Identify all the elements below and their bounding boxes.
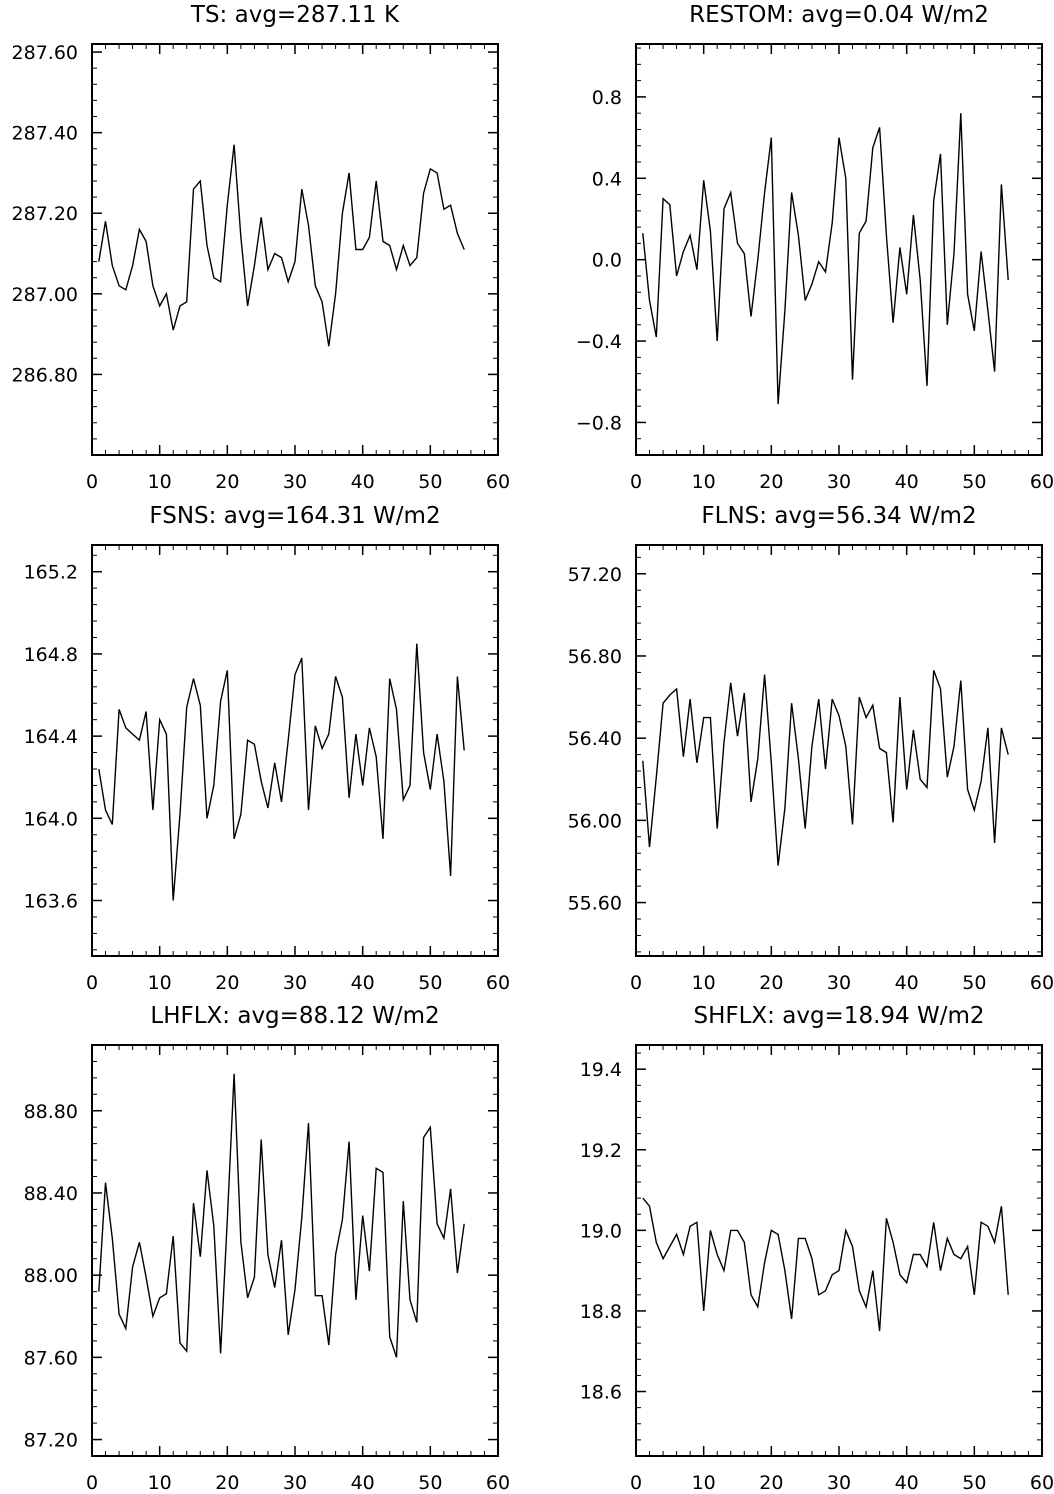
x-tick-label: 10 <box>692 972 716 994</box>
x-tick-label: 60 <box>1030 972 1054 994</box>
y-tick-label: 88.40 <box>24 1183 78 1205</box>
chart-panel-1: TS: avg=287.11 K 0 10 20 30 40 50 60 286.80 287.0… <box>12 2 511 493</box>
y-tick-label: 164.8 <box>24 644 78 666</box>
x-tick-label: 60 <box>1030 471 1054 493</box>
chart-panel-2: RESTOM: avg=0.04 W/m2 0 10 20 30 40 50 60 −0.8 −0… <box>576 2 1054 493</box>
x-tick-label: 30 <box>283 972 307 994</box>
x-tick-label: 10 <box>148 1472 172 1494</box>
series-line <box>98 1073 465 1358</box>
x-tick-label: 10 <box>692 471 716 493</box>
x-tick-label: 50 <box>962 1472 986 1494</box>
chart-title: TS: avg=287.11 K <box>190 2 400 28</box>
plot-frame <box>635 544 1043 957</box>
x-tick-label: 10 <box>692 1472 716 1494</box>
y-tick-label: 165.2 <box>24 562 78 584</box>
series-line <box>98 643 465 901</box>
plot-frame <box>635 1044 1043 1457</box>
plot-frame <box>635 43 1043 456</box>
x-tick-label: 50 <box>418 471 442 493</box>
chart-title: SHFLX: avg=18.94 W/m2 <box>693 1003 984 1029</box>
series-line <box>642 1197 1009 1332</box>
x-tick-label: 20 <box>759 972 783 994</box>
chart-panel-3: FSNS: avg=164.31 W/m2 0 10 20 30 40 50 60 163.6 1… <box>24 503 511 994</box>
plot-frame <box>91 544 499 957</box>
x-tick-label: 50 <box>418 972 442 994</box>
x-tick-label: 20 <box>215 972 239 994</box>
y-tick-label: 56.40 <box>568 728 622 750</box>
x-tick-label: 50 <box>418 1472 442 1494</box>
y-tick-label: 87.60 <box>24 1347 78 1369</box>
y-tick-label: 287.60 <box>12 42 78 64</box>
y-tick-label: 164.0 <box>24 808 78 830</box>
series-line <box>642 670 1009 866</box>
x-tick-label: 40 <box>351 1472 375 1494</box>
x-tick-label: 60 <box>1030 1472 1054 1494</box>
chart-panel-6: SHFLX: avg=18.94 W/m2 0 10 20 30 40 50 60 18.6 18… <box>580 1003 1054 1494</box>
y-tick-label: 87.20 <box>24 1430 78 1452</box>
x-tick-label: 10 <box>148 972 172 994</box>
plot-frame <box>91 43 499 456</box>
x-tick-label: 10 <box>148 471 172 493</box>
x-tick-label: 30 <box>827 1472 851 1494</box>
x-tick-label: 50 <box>962 471 986 493</box>
y-tick-label: 56.80 <box>568 646 622 668</box>
chart-title: LHFLX: avg=88.12 W/m2 <box>150 1003 439 1029</box>
y-tick-label: 88.00 <box>24 1265 78 1287</box>
y-tick-label: 0.4 <box>592 168 622 190</box>
y-tick-label: −0.4 <box>576 331 622 353</box>
x-tick-label: 30 <box>827 471 851 493</box>
y-tick-label: 287.20 <box>12 203 78 225</box>
y-tick-label: 19.2 <box>580 1140 622 1162</box>
y-tick-label: 18.8 <box>580 1301 622 1323</box>
y-tick-label: 0.0 <box>592 250 622 272</box>
y-tick-label: 164.4 <box>24 726 78 748</box>
x-tick-label: 50 <box>962 972 986 994</box>
chart-title: FLNS: avg=56.34 W/m2 <box>701 503 976 529</box>
y-tick-label: 55.60 <box>568 893 622 915</box>
x-tick-label: 20 <box>759 1472 783 1494</box>
x-tick-label: 20 <box>215 471 239 493</box>
x-tick-label: 40 <box>895 1472 919 1494</box>
x-tick-label: 60 <box>486 1472 510 1494</box>
x-tick-label: 40 <box>895 972 919 994</box>
y-tick-label: 163.6 <box>24 891 78 913</box>
x-tick-label: 0 <box>630 1472 642 1494</box>
x-tick-label: 0 <box>86 1472 98 1494</box>
x-tick-label: 0 <box>86 972 98 994</box>
x-tick-label: 60 <box>486 972 510 994</box>
x-tick-label: 40 <box>895 471 919 493</box>
x-tick-label: 60 <box>486 471 510 493</box>
x-tick-label: 30 <box>283 471 307 493</box>
y-tick-label: 287.00 <box>12 284 78 306</box>
y-tick-label: 56.00 <box>568 810 622 832</box>
plot-frame <box>91 1044 499 1457</box>
x-tick-label: 0 <box>630 972 642 994</box>
series-line <box>98 144 465 347</box>
chart-panel-5: LHFLX: avg=88.12 W/m2 0 10 20 30 40 50 60 87.20 8… <box>24 1003 511 1494</box>
chart-title: FSNS: avg=164.31 W/m2 <box>149 503 440 529</box>
y-tick-label: 88.80 <box>24 1101 78 1123</box>
chart-title: RESTOM: avg=0.04 W/m2 <box>689 2 989 28</box>
y-tick-label: 0.8 <box>592 87 622 109</box>
x-tick-label: 20 <box>759 471 783 493</box>
y-tick-label: 287.40 <box>12 123 78 145</box>
x-tick-label: 40 <box>351 471 375 493</box>
series-line <box>642 113 1009 405</box>
y-tick-label: 57.20 <box>568 564 622 586</box>
x-tick-label: 20 <box>215 1472 239 1494</box>
y-tick-label: −0.8 <box>576 412 622 434</box>
y-tick-label: 19.0 <box>580 1220 622 1242</box>
y-tick-label: 19.4 <box>580 1059 622 1081</box>
x-tick-label: 40 <box>351 972 375 994</box>
x-tick-label: 0 <box>86 471 98 493</box>
chart-panel-4: FLNS: avg=56.34 W/m2 0 10 20 30 40 50 60 55.60 56… <box>568 503 1054 994</box>
y-tick-label: 286.80 <box>12 364 78 386</box>
y-tick-label: 18.6 <box>580 1382 622 1404</box>
x-tick-label: 0 <box>630 471 642 493</box>
x-tick-label: 30 <box>283 1472 307 1494</box>
x-tick-label: 30 <box>827 972 851 994</box>
